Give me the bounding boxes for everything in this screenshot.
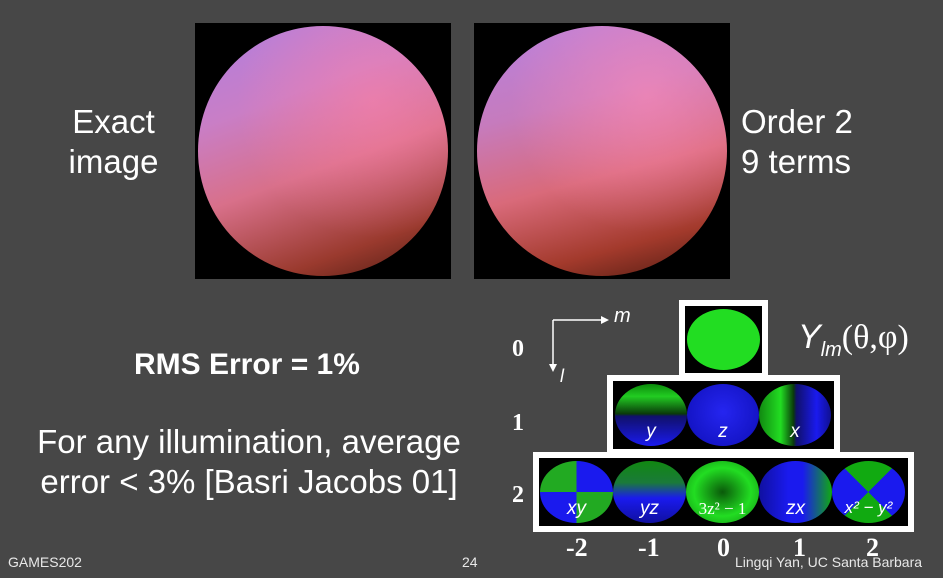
l-axis-label: l [560, 366, 564, 386]
row-label-0: 0 [512, 336, 524, 362]
row-label-2: 2 [512, 482, 524, 508]
exact-image-label: Exact image [68, 103, 159, 180]
sh-basis-zx: zx [759, 461, 832, 523]
axes-icon [549, 316, 609, 372]
order2-sphere [477, 26, 727, 276]
sh-basis-y00 [687, 309, 760, 370]
exact-image-panel [195, 23, 451, 279]
footer-course: GAMES202 [8, 554, 82, 570]
m-value-neg1: -1 [638, 533, 660, 562]
sh-basis-z: z [687, 384, 759, 446]
order2-image-panel [474, 23, 730, 279]
m-value-0: 0 [717, 533, 730, 562]
exact-sphere [198, 26, 448, 276]
m-value-neg2: -2 [566, 533, 588, 562]
m-value-2: 2 [866, 533, 879, 562]
m-value-1: 1 [793, 533, 806, 562]
row-label-1: 1 [512, 410, 524, 436]
sh-basis-3z2-1: 3z² − 1 [686, 461, 759, 523]
sh-row-1: y z x [607, 375, 840, 455]
formula: Ylm(θ,φ) [798, 318, 909, 361]
sh-row-0 [679, 300, 768, 379]
sh-basis-x2-y2: x² − y² [832, 461, 905, 523]
sh-basis-yz: yz [613, 461, 686, 523]
sh-basis-x: x [759, 384, 831, 446]
rms-error: RMS Error = 1% [134, 348, 360, 381]
footer-author: Lingqi Yan, UC Santa Barbara [735, 554, 923, 570]
sh-basis-y: y [615, 384, 687, 446]
sh-basis-xy: xy [540, 461, 613, 523]
sh-row-2: xy yz 3z² − 1 zx x² − y² [533, 452, 914, 532]
footer-page-number: 24 [462, 554, 478, 570]
illumination-note: For any illumination, average error < 3% … [37, 423, 461, 500]
m-axis-label: m [614, 305, 631, 327]
